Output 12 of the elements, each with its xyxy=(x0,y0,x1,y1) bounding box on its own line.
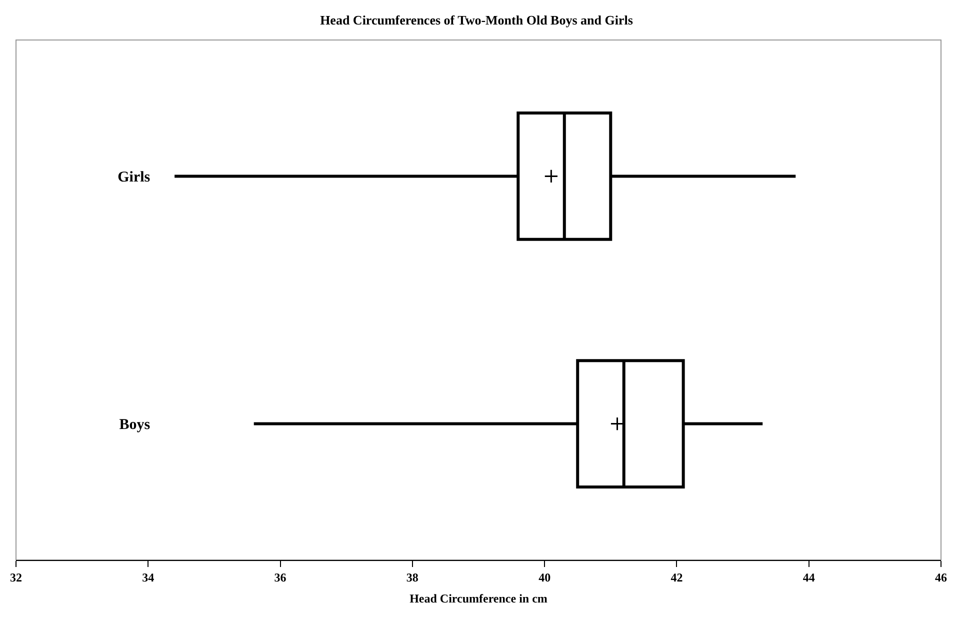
x-tick-label: 46 xyxy=(935,570,947,584)
y-tick-label: Girls xyxy=(118,169,150,186)
x-tick-label: 32 xyxy=(10,570,22,584)
x-tick-label: 44 xyxy=(802,570,815,584)
x-tick-label: 36 xyxy=(274,570,286,584)
x-tick-label: 40 xyxy=(538,570,551,584)
x-tick-label: 38 xyxy=(406,570,418,584)
x-axis-title: Head Circumference in cm xyxy=(410,591,548,606)
chart-title: Head Circumferences of Two-Month Old Boys and Girls xyxy=(320,12,633,28)
y-tick-label: Boys xyxy=(119,417,150,434)
x-tick-label: 34 xyxy=(142,570,154,584)
x-tick-label: 42 xyxy=(670,570,683,584)
